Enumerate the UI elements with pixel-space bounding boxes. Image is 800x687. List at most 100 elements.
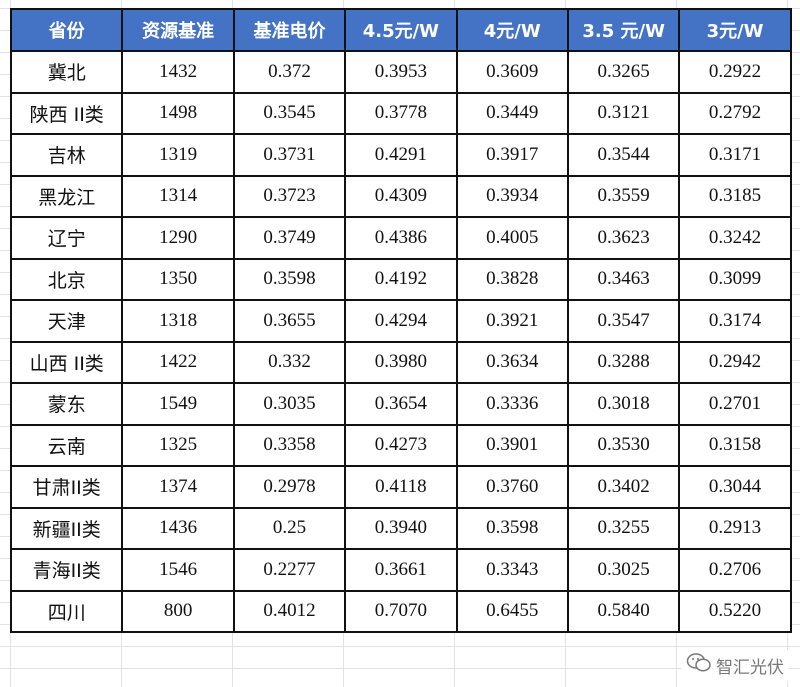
value-cell: 0.3953	[344, 50, 458, 94]
value-cell: 0.3255	[566, 506, 681, 550]
province-cell: 北京	[9, 257, 124, 301]
value-cell: 1350	[121, 257, 235, 301]
value-cell: 1549	[121, 382, 235, 426]
value-cell: 0.3265	[566, 50, 681, 94]
value-cell: 0.3654	[344, 382, 458, 426]
value-cell: 0.5840	[566, 589, 681, 633]
value-cell: 0.3661	[344, 548, 458, 592]
value-cell: 0.332	[232, 340, 347, 384]
province-cell: 四川	[9, 589, 124, 633]
table-row: 天津 1318 0.3655 0.4294 0.3921 0.3547 0.3174	[9, 299, 792, 343]
value-cell: 0.2706	[678, 548, 792, 592]
value-cell: 0.3463	[566, 257, 681, 301]
value-cell: 0.3598	[455, 506, 569, 550]
value-cell: 0.2277	[232, 548, 347, 592]
table-row: 冀北 1432 0.372 0.3953 0.3609 0.3265 0.2922	[9, 50, 792, 94]
value-cell: 0.3343	[455, 548, 569, 592]
value-cell: 0.5220	[678, 589, 792, 633]
value-cell: 0.3980	[344, 340, 458, 384]
value-cell: 0.3158	[678, 423, 792, 467]
value-cell: 0.3099	[678, 257, 792, 301]
province-cell: 天津	[9, 299, 124, 343]
value-cell: 0.3545	[232, 91, 347, 135]
value-cell: 0.4386	[344, 216, 458, 260]
value-cell: 0.4309	[344, 174, 458, 218]
table-row: 吉林 1319 0.3731 0.4291 0.3917 0.3544 0.3171	[9, 133, 792, 177]
value-cell: 1318	[121, 299, 235, 343]
value-cell: 0.4118	[344, 465, 458, 509]
province-cell: 新疆II类	[9, 506, 124, 550]
value-cell: 0.3174	[678, 299, 792, 343]
value-cell: 0.3760	[455, 465, 569, 509]
province-cell: 青海II类	[9, 548, 124, 592]
value-cell: 0.3544	[566, 133, 681, 177]
value-cell: 1422	[121, 340, 235, 384]
value-cell: 0.3449	[455, 91, 569, 135]
value-cell: 0.4192	[344, 257, 458, 301]
table-row: 辽宁 1290 0.3749 0.4386 0.4005 0.3623 0.3242	[9, 216, 792, 260]
value-cell: 0.3731	[232, 133, 347, 177]
value-cell: 0.3934	[455, 174, 569, 218]
value-cell: 0.3623	[566, 216, 681, 260]
value-cell: 0.2792	[678, 91, 792, 135]
price-table: 省份 资源基准 基准电价 4.5元/W 4元/W 3.5 元/W 3元/W 冀北 1432 0.…	[9, 8, 792, 633]
table-row: 黑龙江 1314 0.3723 0.4309 0.3934 0.3559 0.3185	[9, 174, 792, 218]
value-cell: 0.4273	[344, 423, 458, 467]
province-cell: 辽宁	[9, 216, 124, 260]
value-cell: 1374	[121, 465, 235, 509]
column-header: 省份	[9, 8, 124, 52]
header-row: 省份 资源基准 基准电价 4.5元/W 4元/W 3.5 元/W 3元/W	[9, 8, 792, 52]
value-cell: 0.3547	[566, 299, 681, 343]
table-row: 北京 1350 0.3598 0.4192 0.3828 0.3463 0.3099	[9, 257, 792, 301]
province-cell: 冀北	[9, 50, 124, 94]
value-cell: 0.3402	[566, 465, 681, 509]
watermark-text: 智汇光伏	[716, 658, 784, 678]
value-cell: 0.3828	[455, 257, 569, 301]
value-cell: 1432	[121, 50, 235, 94]
value-cell: 0.3598	[232, 257, 347, 301]
province-cell: 蒙东	[9, 382, 124, 426]
value-cell: 0.25	[232, 506, 347, 550]
value-cell: 0.3559	[566, 174, 681, 218]
value-cell: 0.3336	[455, 382, 569, 426]
column-header: 3元/W	[678, 8, 792, 52]
province-cell: 黑龙江	[9, 174, 124, 218]
value-cell: 0.6455	[455, 589, 569, 633]
value-cell: 0.3035	[232, 382, 347, 426]
value-cell: 0.3121	[566, 91, 681, 135]
value-cell: 0.2942	[678, 340, 792, 384]
value-cell: 0.3018	[566, 382, 681, 426]
value-cell: 0.3185	[678, 174, 792, 218]
value-cell: 0.3655	[232, 299, 347, 343]
province-cell: 云南	[9, 423, 124, 467]
table-row: 甘肃II类 1374 0.2978 0.4118 0.3760 0.3402 0.3044	[9, 465, 792, 509]
value-cell: 0.3778	[344, 91, 458, 135]
value-cell: 0.3917	[455, 133, 569, 177]
table-row: 四川 800 0.4012 0.7070 0.6455 0.5840 0.5220	[9, 589, 792, 633]
value-cell: 0.7070	[344, 589, 458, 633]
column-header: 基准电价	[232, 8, 347, 52]
value-cell: 0.3940	[344, 506, 458, 550]
value-cell: 1314	[121, 174, 235, 218]
value-cell: 0.3242	[678, 216, 792, 260]
table-row: 云南 1325 0.3358 0.4273 0.3901 0.3530 0.3158	[9, 423, 792, 467]
province-cell: 陕西 II类	[9, 91, 124, 135]
wechat-icon	[686, 652, 712, 679]
column-header: 资源基准	[121, 8, 235, 52]
value-cell: 1498	[121, 91, 235, 135]
value-cell: 1290	[121, 216, 235, 260]
table-row: 陕西 II类 1498 0.3545 0.3778 0.3449 0.3121 0.2792	[9, 91, 792, 135]
column-header: 4.5元/W	[344, 8, 458, 52]
value-cell: 800	[121, 589, 235, 633]
column-header: 3.5 元/W	[566, 8, 681, 52]
province-cell: 吉林	[9, 133, 124, 177]
value-cell: 0.2978	[232, 465, 347, 509]
value-cell: 1436	[121, 506, 235, 550]
value-cell: 0.4291	[344, 133, 458, 177]
value-cell: 0.2913	[678, 506, 792, 550]
value-cell: 0.4012	[232, 589, 347, 633]
watermark: 智汇光伏	[682, 650, 788, 681]
value-cell: 0.3025	[566, 548, 681, 592]
value-cell: 0.3723	[232, 174, 347, 218]
value-cell: 0.3749	[232, 216, 347, 260]
